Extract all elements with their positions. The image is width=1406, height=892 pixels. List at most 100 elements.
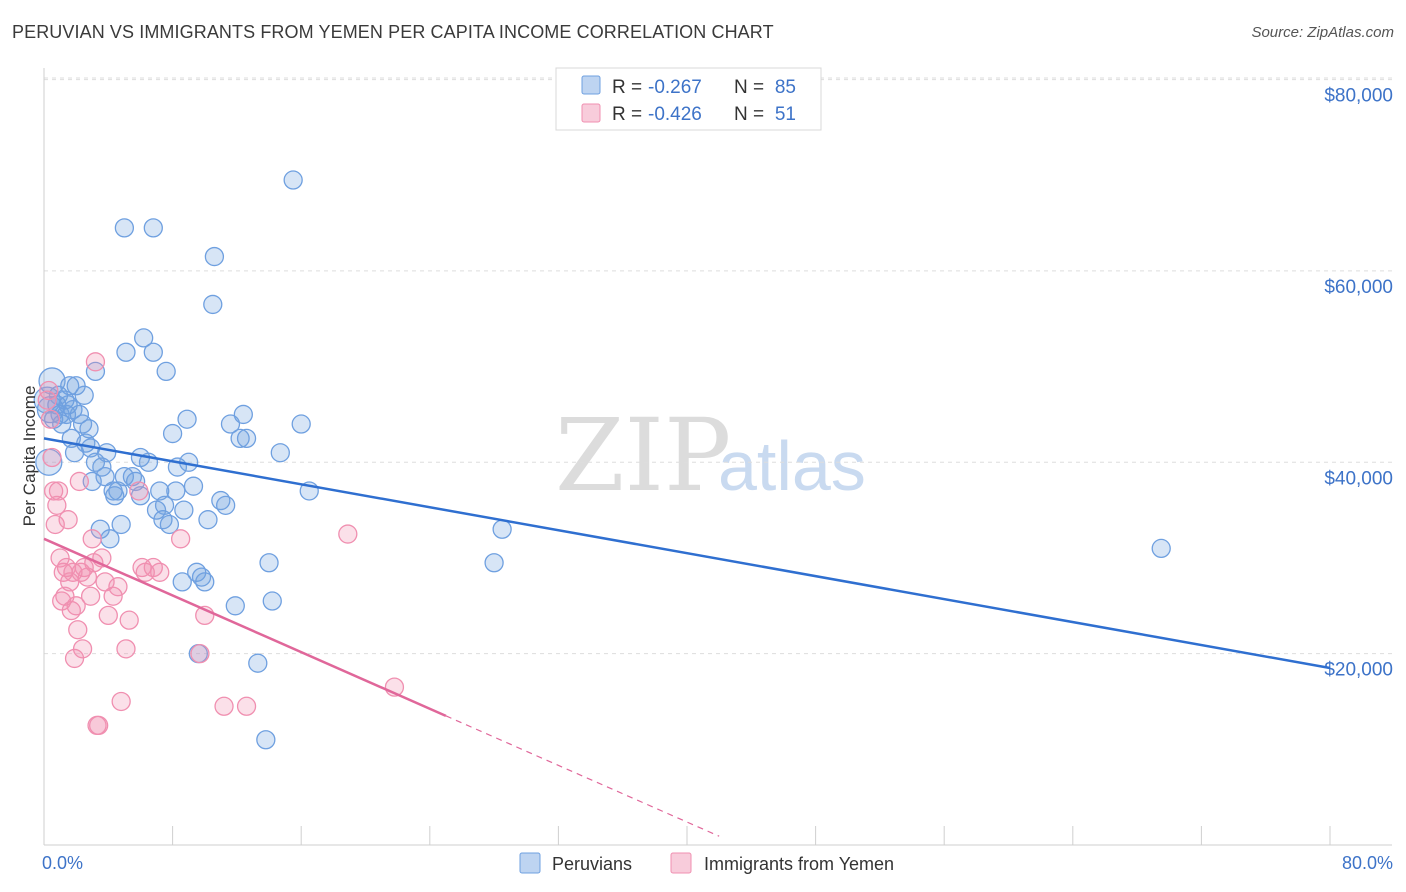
point-0-66: [256, 730, 276, 750]
bottom-legend-swatch-peruvians: [519, 852, 541, 874]
point-1-3: [42, 447, 62, 468]
point-0-48: [177, 409, 197, 429]
point-1-26: [82, 529, 102, 549]
point-0-73: [484, 553, 504, 573]
point-0-16: [74, 385, 94, 405]
watermark: ZIP atlas: [555, 397, 866, 514]
point-0-35: [134, 328, 154, 348]
axes: [43, 68, 1392, 846]
point-1-20: [69, 471, 90, 492]
point-0-29: [111, 514, 131, 535]
point-1-33: [98, 605, 118, 626]
point-0-8: [52, 414, 72, 434]
y-axis-label: Per Capita Income: [20, 386, 39, 527]
trend-line-yemen-extension: [445, 715, 720, 837]
legend-swatch-peruvians: [581, 75, 601, 95]
point-0-47: [174, 500, 194, 520]
watermark-atlas: atlas: [718, 427, 866, 505]
watermark-zip: ZIP: [555, 397, 731, 514]
point-0-64: [236, 428, 257, 449]
point-0-30: [114, 466, 135, 487]
bottom-legend-label-yemen: Immigrants from Yemen: [704, 854, 894, 874]
legend-r-value-1: -0.426: [648, 104, 702, 125]
chart-title: PERUVIAN VS IMMIGRANTS FROM YEMEN PER CA…: [12, 22, 774, 42]
point-1-1: [39, 380, 59, 401]
x-tick-label-left: 0.0%: [42, 853, 83, 873]
point-1-22: [72, 639, 93, 659]
point-1-39: [129, 481, 149, 501]
legend-n-label-1: N =: [734, 104, 764, 125]
point-1-37: [116, 639, 136, 659]
point-0-65: [248, 653, 268, 673]
point-0-69: [270, 443, 290, 463]
legend: R = -0.267 N = 85 R = -0.426 N = 51: [555, 67, 822, 131]
point-0-61: [225, 596, 245, 616]
point-0-59: [215, 495, 236, 515]
point-0-60: [220, 414, 241, 434]
point-0-84: [154, 495, 175, 515]
point-1-7: [48, 481, 69, 501]
trend-lines: [43, 437, 1331, 837]
point-1-2: [40, 409, 61, 429]
point-0-63: [233, 404, 253, 425]
point-0-70: [283, 170, 303, 190]
point-0-57: [204, 246, 225, 267]
point-1-19: [68, 620, 88, 640]
point-1-13: [58, 510, 78, 530]
point-1-36: [111, 691, 131, 712]
point-0-74: [492, 519, 512, 539]
legend-n-label-0: N =: [734, 77, 764, 98]
legend-n-value-0: 85: [775, 77, 796, 98]
bottom-legend: Peruvians Immigrants from Yemen: [519, 852, 894, 874]
point-1-25: [80, 586, 101, 606]
point-0-62: [230, 428, 250, 449]
source-credit: Source: ZipAtlas.com: [1251, 24, 1394, 41]
trend-line-peruvians: [43, 437, 1331, 670]
point-1-8: [50, 548, 70, 568]
point-0-46: [172, 572, 192, 592]
point-0-75: [1151, 538, 1171, 559]
bottom-legend-label-peruvians: Peruvians: [552, 854, 632, 874]
legend-r-label-0: R =: [612, 77, 642, 98]
point-0-44: [166, 481, 186, 501]
series-layer: [33, 170, 1171, 750]
legend-r-label-1: R =: [612, 104, 642, 125]
point-1-44: [170, 529, 191, 549]
point-0-41: [156, 361, 176, 382]
point-0-42: [159, 514, 180, 535]
point-1-38: [119, 610, 139, 630]
point-1-48: [236, 696, 257, 716]
point-0-11: [60, 376, 80, 396]
point-1-28: [85, 352, 106, 372]
point-0-39: [150, 481, 170, 501]
point-0-71: [291, 414, 311, 434]
point-1-43: [150, 562, 170, 582]
y-tick-label-3: $80,000: [1324, 86, 1393, 107]
point-0-54: [195, 572, 215, 592]
point-0-77: [143, 218, 163, 238]
trend-line-yemen: [43, 537, 447, 717]
point-0-50: [183, 476, 204, 496]
point-1-6: [47, 495, 67, 515]
point-0-56: [203, 294, 223, 315]
point-1-16: [63, 562, 83, 582]
point-0-68: [262, 591, 282, 611]
y-tick-label-1: $40,000: [1324, 468, 1393, 489]
x-tick-label-right: 80.0%: [1342, 853, 1393, 873]
point-1-30: [89, 715, 109, 736]
point-1-0: [37, 390, 57, 410]
point-0-76: [114, 218, 135, 238]
y-tick-label-2: $60,000: [1324, 277, 1393, 298]
y-tick-label-0: $20,000: [1324, 660, 1393, 681]
point-0-31: [116, 342, 136, 362]
point-0-37: [143, 342, 163, 362]
point-1-18: [66, 596, 86, 616]
x-ticks: [43, 826, 1331, 845]
point-0-55: [198, 510, 218, 530]
legend-r-value-0: -0.267: [648, 77, 702, 98]
point-0-24: [95, 466, 115, 487]
legend-swatch-yemen: [581, 103, 601, 123]
point-0-81: [63, 400, 83, 420]
series-1: [37, 352, 405, 736]
